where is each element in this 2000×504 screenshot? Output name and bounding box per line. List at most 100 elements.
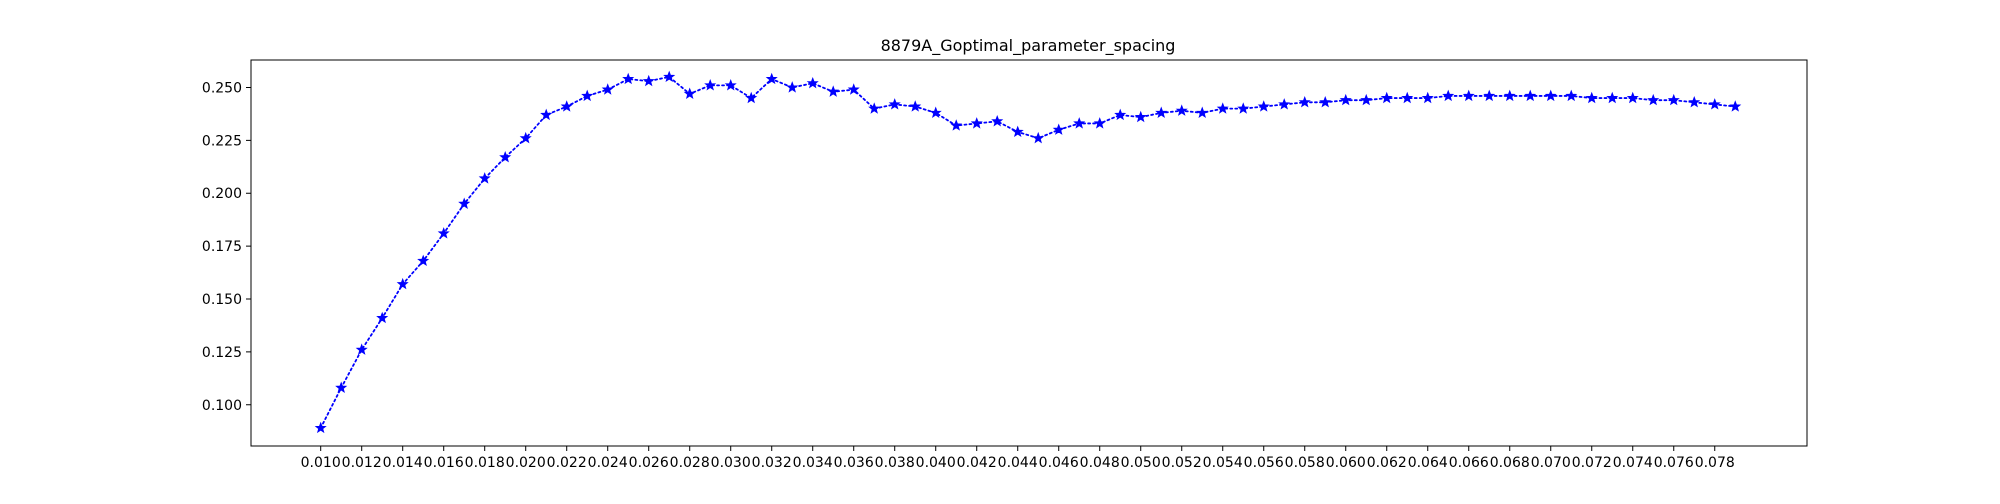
data-point (1196, 106, 1209, 118)
data-point (704, 79, 717, 91)
x-tick-label: 0.034 (793, 455, 833, 471)
data-point (847, 83, 860, 95)
data-point (1729, 100, 1742, 112)
series-markers (314, 70, 1742, 434)
x-tick-label: 0.064 (1408, 455, 1448, 471)
x-tick-label: 0.052 (1162, 455, 1202, 471)
chart-title: 8879A_Goptimal_parameter_spacing (881, 36, 1176, 56)
x-tick-label: 0.042 (957, 455, 997, 471)
x-tick-label: 0.058 (1285, 455, 1325, 471)
x-tick-label: 0.014 (383, 455, 423, 471)
x-tick-label: 0.016 (424, 455, 464, 471)
data-point (888, 98, 901, 110)
x-tick-label: 0.036 (834, 455, 874, 471)
data-point (1442, 89, 1455, 102)
data-point (1052, 123, 1065, 135)
x-tick-label: 0.010 (301, 455, 341, 471)
data-point (1462, 89, 1475, 102)
data-point (1688, 95, 1701, 108)
y-tick-label: 0.225 (202, 133, 242, 149)
data-point (683, 87, 696, 99)
x-tick-label: 0.032 (752, 455, 792, 471)
data-point (950, 119, 963, 131)
y-tick-label: 0.125 (202, 345, 242, 361)
data-point (1524, 89, 1537, 102)
data-point (806, 76, 819, 89)
x-tick-label: 0.066 (1449, 455, 1489, 471)
data-point (355, 343, 368, 355)
data-point (1626, 91, 1639, 104)
x-tick-label: 0.020 (506, 455, 546, 471)
y-tick-label: 0.250 (202, 80, 242, 96)
data-point (1380, 91, 1393, 104)
data-point (663, 70, 676, 83)
data-point (458, 197, 471, 209)
data-point (540, 108, 553, 121)
data-point (1134, 110, 1147, 123)
data-point (970, 117, 983, 129)
data-point (519, 131, 532, 144)
x-tick-label: 0.062 (1367, 455, 1407, 471)
data-point (622, 72, 635, 85)
data-point (314, 421, 327, 434)
data-point (827, 85, 840, 97)
x-tick-label: 0.078 (1695, 455, 1735, 471)
x-tick-label: 0.050 (1121, 455, 1161, 471)
data-point (1175, 104, 1188, 116)
data-point (396, 277, 409, 290)
x-tick-label: 0.072 (1572, 455, 1612, 471)
data-point (929, 106, 942, 118)
data-point (478, 172, 491, 184)
data-point (417, 254, 430, 267)
y-tick-label: 0.175 (202, 239, 242, 255)
x-tick-label: 0.074 (1613, 455, 1653, 471)
data-point (1585, 91, 1598, 104)
x-tick-label: 0.076 (1654, 455, 1694, 471)
data-point (1565, 89, 1578, 102)
x-tick-label: 0.024 (588, 455, 628, 471)
x-tick-label: 0.054 (1203, 455, 1243, 471)
plot-frame (250, 59, 1808, 447)
series-lines (319, 75, 1737, 429)
x-tick-label: 0.022 (547, 455, 587, 471)
data-point (745, 91, 758, 104)
data-point (991, 115, 1004, 127)
x-tick-label: 0.068 (1490, 455, 1530, 471)
data-point (437, 227, 450, 239)
x-tick-label: 0.018 (465, 455, 505, 471)
data-point (1073, 117, 1086, 129)
data-point (581, 89, 594, 102)
data-point (1011, 125, 1024, 138)
data-point (1360, 93, 1373, 106)
data-point (1647, 93, 1660, 106)
x-tick-label: 0.070 (1531, 455, 1571, 471)
x-tick-label: 0.012 (342, 455, 382, 471)
x-tick-label: 0.046 (1039, 455, 1079, 471)
data-point (642, 74, 655, 87)
x-tick-label: 0.038 (875, 455, 915, 471)
x-tick-label: 0.028 (670, 455, 710, 471)
data-point (1339, 93, 1352, 106)
data-point (1503, 89, 1516, 102)
x-tick-label: 0.060 (1326, 455, 1366, 471)
data-point (1421, 91, 1434, 104)
data-point (1606, 91, 1619, 104)
data-point (786, 81, 799, 93)
data-point (724, 79, 737, 91)
data-point (909, 100, 922, 112)
data-point (1155, 106, 1168, 118)
axis-ticks: 0.010 0.012 0.014 0.016 0.018 0.020 0.022 0.024… (202, 80, 1735, 471)
series-line (319, 75, 1737, 429)
data-point (1257, 100, 1270, 112)
data-point (765, 72, 778, 85)
data-point (1319, 95, 1332, 108)
data-point (1114, 108, 1127, 121)
data-point (1708, 98, 1721, 110)
x-tick-label: 0.044 (998, 455, 1038, 471)
data-point (560, 100, 573, 112)
x-tick-label: 0.048 (1080, 455, 1120, 471)
data-point (1216, 102, 1229, 114)
